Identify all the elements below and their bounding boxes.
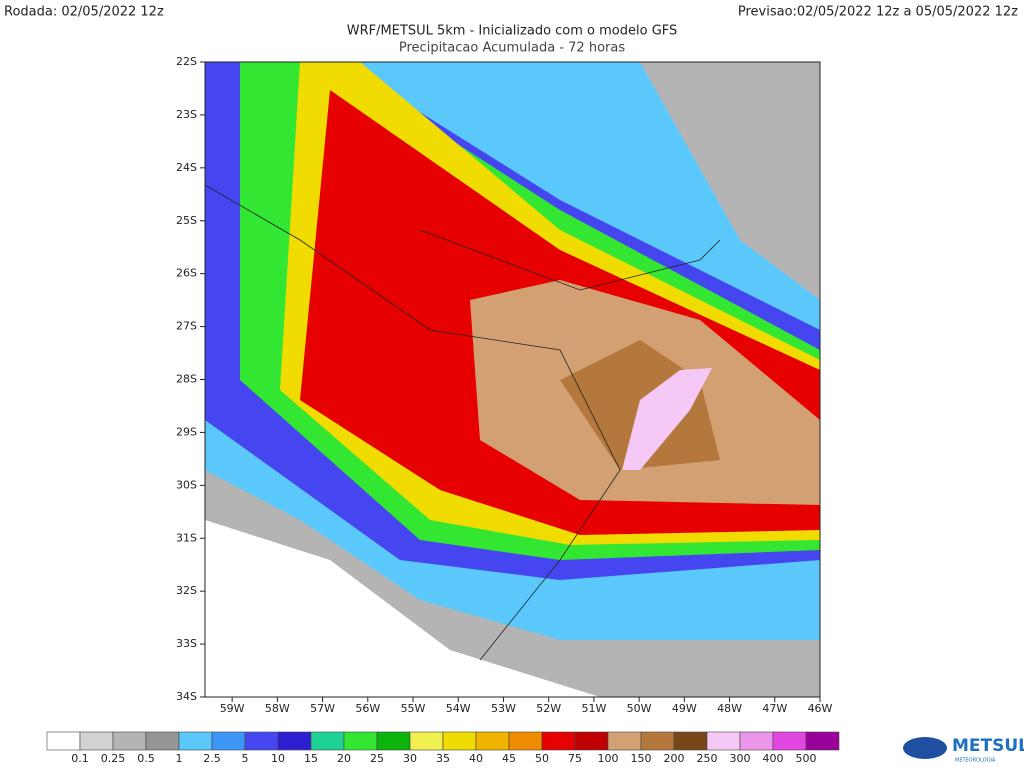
colorbar-swatch	[343, 731, 378, 751]
colorbar-label: 30	[403, 752, 417, 765]
colorbar-swatch	[409, 731, 444, 751]
lon-label: 56W	[355, 702, 380, 715]
lat-label: 26S	[176, 267, 197, 280]
lat-label: 24S	[176, 161, 197, 174]
lat-label: 25S	[176, 214, 197, 227]
lat-label: 34S	[176, 690, 197, 703]
colorbar-swatch	[46, 731, 81, 751]
colorbar-swatch	[475, 731, 510, 751]
colorbar-swatch	[508, 731, 543, 751]
colorbar-label: 40	[469, 752, 483, 765]
lat-label: 29S	[176, 425, 197, 438]
colorbar-label: 5	[242, 752, 249, 765]
logo-name: METSUL	[952, 736, 1024, 756]
lon-label: 54W	[446, 702, 471, 715]
colorbar-label: 2.5	[203, 752, 221, 765]
forecast-label: Previsao:02/05/2022 12z a 05/05/2022 12z	[738, 5, 1018, 20]
colorbar-swatch	[442, 731, 477, 751]
colorbar-swatch	[739, 731, 774, 751]
colorbar-label: 35	[436, 752, 450, 765]
colorbar-label: 15	[304, 752, 318, 765]
lon-label: 58W	[265, 702, 290, 715]
colorbar-swatch	[574, 731, 609, 751]
lon-label: 48W	[717, 702, 742, 715]
lon-label: 47W	[762, 702, 787, 715]
lon-label: 57W	[310, 702, 335, 715]
lat-label: 23S	[176, 108, 197, 121]
title: WRF/METSUL 5km - Inicializado com o mode…	[347, 24, 678, 39]
colorbar-label: 50	[535, 752, 549, 765]
colorbar-swatch	[706, 731, 741, 751]
lon-label: 55W	[401, 702, 426, 715]
colorbar-label: 0.1	[71, 752, 89, 765]
map	[204, 61, 821, 698]
lon-label: 51W	[581, 702, 606, 715]
colorbar-label: 150	[631, 752, 652, 765]
lon-label: 53W	[491, 702, 516, 715]
logo: METSUL METEOROLOGIA	[903, 736, 1024, 764]
colorbar-label: 400	[763, 752, 784, 765]
colorbar-label: 0.5	[137, 752, 155, 765]
colorbar-label: 10	[271, 752, 285, 765]
colorbar-swatch	[772, 731, 807, 751]
lat-label: 32S	[176, 584, 197, 597]
colorbar-label: 20	[337, 752, 351, 765]
logo-globe	[903, 737, 947, 759]
colorbar-swatch	[640, 731, 675, 751]
colorbar-label: 45	[502, 752, 516, 765]
colorbar-swatch	[145, 731, 180, 751]
colorbar-label: 25	[370, 752, 384, 765]
lon-label: 52W	[536, 702, 561, 715]
run-label: Rodada: 02/05/2022 12z	[4, 5, 164, 20]
lat-label: 22S	[176, 55, 197, 68]
colorbar-label: 1	[176, 752, 183, 765]
colorbar-swatch	[211, 731, 246, 751]
colorbar-swatch	[673, 731, 708, 751]
colorbar-label: 0.25	[101, 752, 126, 765]
lon-label: 49W	[672, 702, 697, 715]
logo-tagline: METEOROLOGIA	[955, 758, 996, 764]
colorbar-label: 500	[796, 752, 817, 765]
lat-label: 33S	[176, 637, 197, 650]
lon-label: 59W	[220, 702, 245, 715]
colorbar-label: 250	[697, 752, 718, 765]
lat-label: 27S	[176, 320, 197, 333]
lat-label: 30S	[176, 478, 197, 491]
colorbar-swatch	[541, 731, 576, 751]
colorbar-swatch	[79, 731, 114, 751]
colorbar-swatch	[607, 731, 642, 751]
lat-label: 28S	[176, 373, 197, 386]
colorbar-swatch	[310, 731, 345, 751]
colorbar-label: 75	[568, 752, 582, 765]
lat-label: 31S	[176, 531, 197, 544]
colorbar-label: 200	[664, 752, 685, 765]
colorbar-label: 100	[598, 752, 619, 765]
subtitle: Precipitacao Acumulada - 72 horas	[399, 41, 625, 56]
lon-label: 50W	[627, 702, 652, 715]
colorbar-label: 300	[730, 752, 751, 765]
colorbar-swatch	[112, 731, 147, 751]
colorbar-swatch	[277, 731, 312, 751]
colorbar-swatch	[244, 731, 279, 751]
colorbar-swatch	[805, 731, 840, 751]
colorbar-swatch	[376, 731, 411, 751]
lon-label: 46W	[808, 702, 833, 715]
colorbar-swatch	[178, 731, 213, 751]
